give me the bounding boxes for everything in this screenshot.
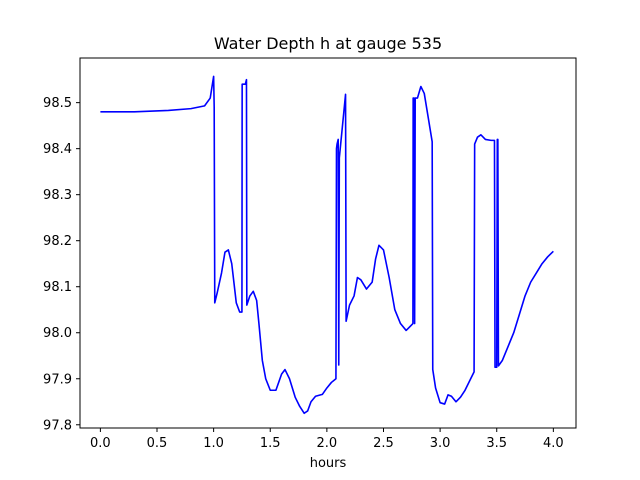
y-axis: 97.8 97.9 98.0 98.1 98.2 98.3 98.4 98.5	[43, 96, 80, 433]
x-tick-label: 3.0	[430, 436, 451, 451]
x-axis-label: hours	[310, 456, 347, 471]
plot-frame	[79, 57, 577, 429]
y-tick-label: 98.3	[43, 188, 72, 203]
plot-area	[100, 75, 554, 415]
chart-title: Water Depth h at gauge 535	[214, 34, 442, 53]
y-tick-label: 97.8	[43, 418, 72, 433]
x-tick-label: 0.0	[90, 436, 111, 451]
y-tick-label: 98.5	[43, 96, 72, 111]
series-line-0	[100, 75, 554, 415]
y-tick-label: 97.9	[43, 372, 72, 387]
x-tick-label: 2.5	[373, 436, 394, 451]
x-tick-label: 3.5	[486, 436, 507, 451]
y-tick-label: 98.2	[43, 234, 72, 249]
y-tick-label: 98.4	[43, 142, 72, 157]
y-tick-label: 98.1	[43, 280, 72, 295]
x-tick-label: 2.0	[317, 436, 338, 451]
x-tick-label: 1.0	[203, 436, 224, 451]
x-tick-label: 0.5	[147, 436, 168, 451]
y-tick-label: 98.0	[43, 326, 72, 341]
x-tick-label: 4.0	[543, 436, 564, 451]
x-axis: 0.0 0.5 1.0 1.5 2.0 2.5 3.0 3.5 4.0	[90, 428, 564, 451]
x-tick-label: 1.5	[260, 436, 281, 451]
